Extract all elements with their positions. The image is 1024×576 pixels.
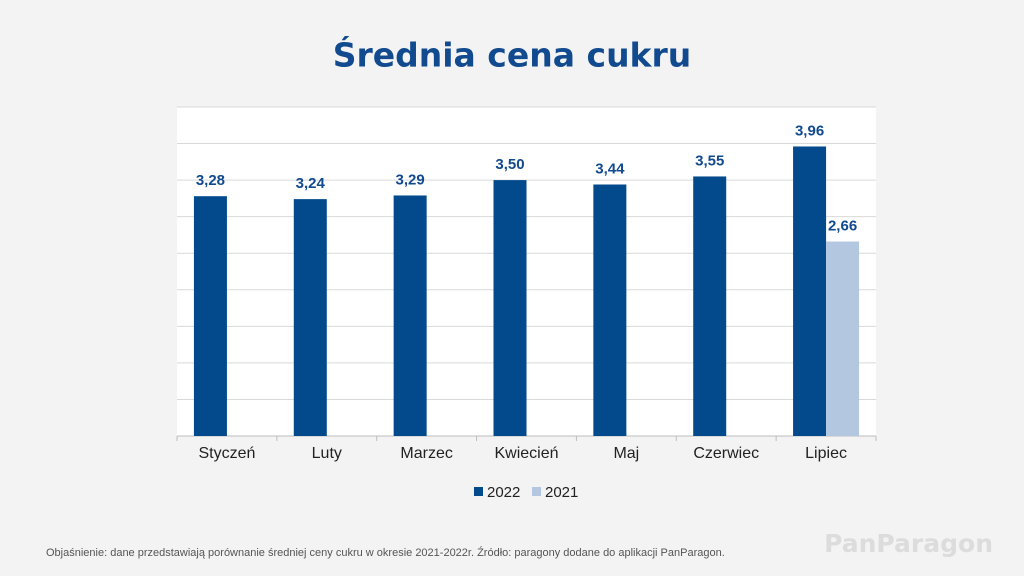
bar [493, 180, 527, 436]
data-label: 3,24 [296, 175, 326, 192]
bar [693, 176, 727, 436]
bar [793, 146, 827, 437]
x-tick-label: Styczeń [198, 445, 255, 462]
x-tick-label: Marzec [400, 445, 452, 462]
legend-label: 2021 [545, 484, 578, 501]
x-tick-label: Czerwiec [693, 445, 759, 462]
bar [293, 199, 327, 436]
data-label: 3,96 [795, 122, 824, 139]
data-label: 3,44 [595, 160, 625, 177]
bar [593, 184, 627, 436]
data-label: 3,55 [695, 152, 724, 169]
chart-title: Średnia cena cukru [333, 35, 692, 75]
legend-swatch [532, 487, 541, 496]
x-tick-label: Luty [312, 445, 342, 462]
x-tick-label: Lipiec [805, 445, 847, 462]
bar [826, 241, 860, 436]
footnote: Objaśnienie: dane przedstawiają porównan… [46, 546, 725, 559]
legend-label: 2022 [487, 484, 520, 501]
x-tick-label: Kwiecień [494, 445, 558, 462]
data-label: 3,28 [196, 172, 225, 189]
data-label: 3,29 [396, 171, 425, 188]
legend-swatch [474, 487, 483, 496]
brand: PanParagon [824, 529, 993, 558]
x-tick-label: Maj [613, 445, 639, 462]
bar [193, 196, 227, 436]
bar [393, 195, 427, 436]
data-label: 3,50 [495, 156, 524, 173]
data-label: 2,66 [828, 217, 857, 234]
